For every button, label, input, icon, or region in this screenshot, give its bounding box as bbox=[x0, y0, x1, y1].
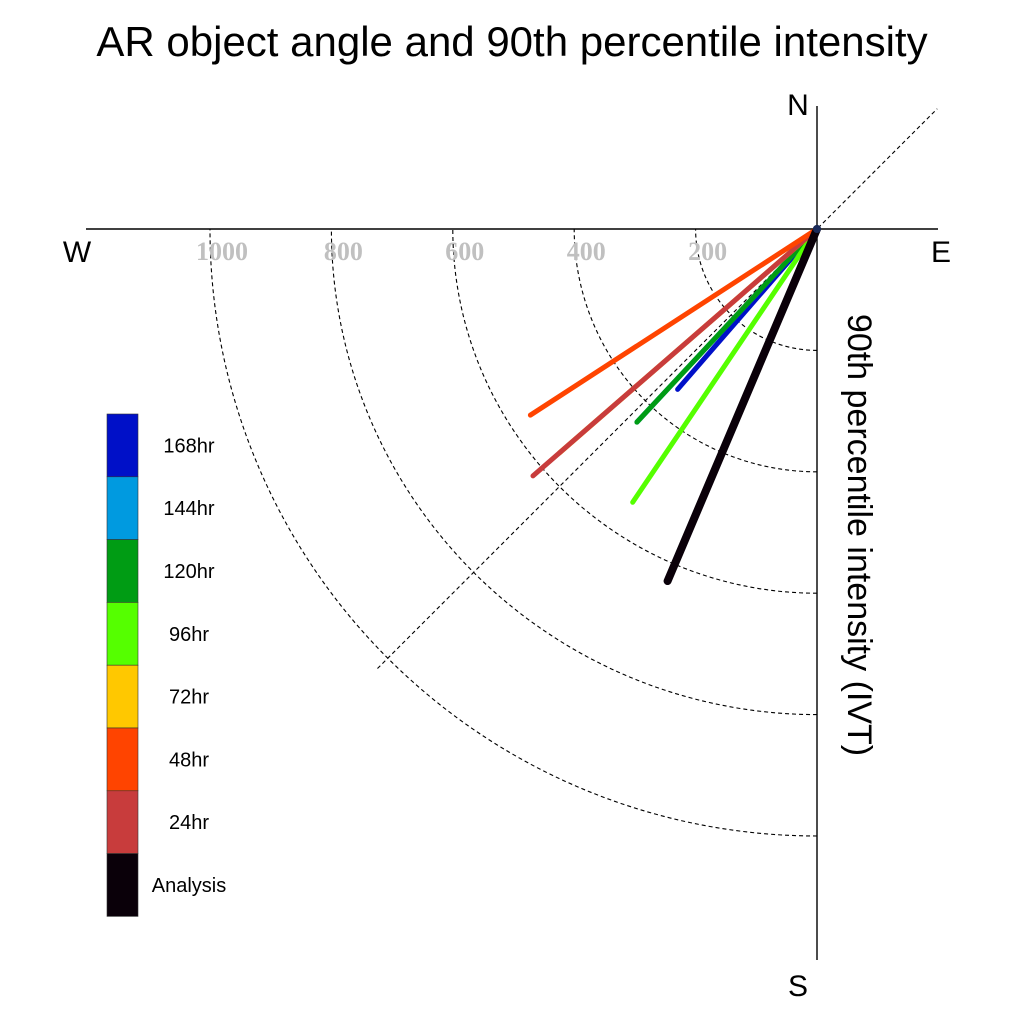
legend-label-96hr: 96hr bbox=[169, 624, 209, 646]
vector-120hr bbox=[634, 226, 820, 425]
compass-west-label: W bbox=[63, 236, 92, 269]
legend-label-analysis: Analysis bbox=[152, 875, 226, 897]
vector-48hr bbox=[527, 226, 820, 418]
legend-swatch-120hr bbox=[106, 539, 139, 603]
diagonal-reference-line bbox=[377, 108, 938, 669]
radial-tick-labels: 200 400 600 800 1000 bbox=[196, 237, 727, 266]
origin-point bbox=[813, 225, 821, 233]
vector-96hr bbox=[630, 226, 820, 505]
legend-swatch-168hr bbox=[106, 413, 139, 478]
legend-label-144hr: 144hr bbox=[163, 498, 214, 520]
tick-label-200: 200 bbox=[688, 237, 727, 266]
vector-24hr bbox=[530, 226, 820, 479]
legend-swatch-144hr bbox=[106, 476, 139, 540]
radial-axis-title: 90th percentile intensity (IVT) bbox=[840, 314, 878, 756]
vector-analysis bbox=[663, 225, 821, 586]
compass-east-label: E bbox=[931, 236, 951, 269]
tick-label-1000: 1000 bbox=[196, 237, 248, 266]
polar-grid bbox=[209, 108, 938, 837]
chart-title: AR object angle and 90th percentile inte… bbox=[96, 18, 927, 65]
legend: 168hr 144hr 120hr 96hr 72hr 48hr 24hr Analysis bbox=[106, 413, 226, 917]
legend-swatch-72hr bbox=[106, 664, 139, 729]
legend-label-72hr: 72hr bbox=[169, 687, 209, 709]
grid-arc-200 bbox=[695, 228, 818, 351]
legend-swatch-analysis bbox=[106, 853, 139, 917]
compass-south-label: S bbox=[788, 970, 808, 1003]
legend-swatch-24hr bbox=[106, 790, 139, 854]
legend-swatch-96hr bbox=[106, 602, 139, 666]
legend-label-48hr: 48hr bbox=[169, 749, 209, 771]
legend-label-120hr: 120hr bbox=[163, 561, 214, 583]
legend-swatch-48hr bbox=[106, 727, 139, 792]
legend-label-24hr: 24hr bbox=[169, 812, 209, 834]
grid-arc-600 bbox=[452, 228, 818, 594]
legend-label-168hr: 168hr bbox=[163, 435, 214, 457]
tick-label-800: 800 bbox=[324, 237, 363, 266]
compass-north-label: N bbox=[787, 89, 809, 122]
series-vectors bbox=[527, 225, 821, 586]
tick-label-400: 400 bbox=[567, 237, 606, 266]
tick-label-600: 600 bbox=[445, 237, 484, 266]
compass-axes bbox=[86, 106, 938, 960]
